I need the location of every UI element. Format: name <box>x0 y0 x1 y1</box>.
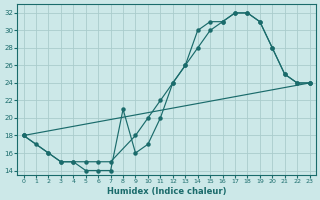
X-axis label: Humidex (Indice chaleur): Humidex (Indice chaleur) <box>107 187 226 196</box>
